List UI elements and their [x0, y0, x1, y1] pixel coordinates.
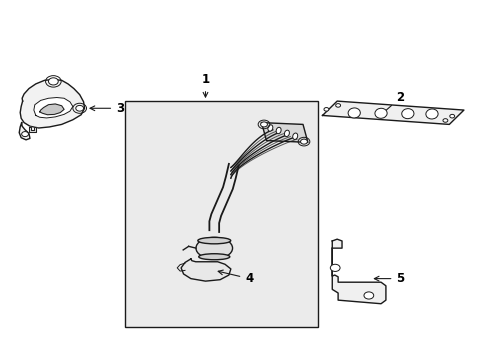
Circle shape — [21, 132, 28, 136]
Circle shape — [449, 114, 454, 118]
Polygon shape — [322, 101, 463, 125]
Ellipse shape — [292, 133, 297, 139]
Polygon shape — [29, 127, 36, 132]
Circle shape — [76, 105, 83, 111]
Text: 2: 2 — [378, 91, 404, 116]
Ellipse shape — [267, 125, 272, 131]
Polygon shape — [261, 123, 307, 142]
Circle shape — [260, 122, 267, 127]
Text: 3: 3 — [90, 102, 124, 115]
Polygon shape — [331, 248, 385, 304]
Ellipse shape — [425, 109, 437, 119]
Circle shape — [330, 264, 339, 271]
Polygon shape — [20, 80, 84, 128]
Ellipse shape — [347, 108, 360, 118]
Polygon shape — [34, 98, 73, 118]
Circle shape — [324, 108, 328, 111]
Circle shape — [442, 119, 447, 122]
Polygon shape — [40, 104, 64, 115]
Polygon shape — [19, 123, 30, 140]
Polygon shape — [181, 259, 230, 281]
Bar — [125, 101, 317, 327]
Circle shape — [335, 104, 340, 107]
Ellipse shape — [284, 130, 289, 136]
Ellipse shape — [374, 108, 386, 118]
Ellipse shape — [196, 237, 232, 259]
Circle shape — [300, 139, 307, 144]
Text: 5: 5 — [373, 272, 404, 285]
Ellipse shape — [401, 109, 413, 119]
Circle shape — [363, 292, 373, 299]
Polygon shape — [331, 239, 341, 248]
Circle shape — [48, 78, 58, 85]
Ellipse shape — [276, 127, 281, 134]
Text: 1: 1 — [201, 73, 209, 97]
Ellipse shape — [198, 254, 229, 260]
Ellipse shape — [198, 237, 230, 244]
Text: 4: 4 — [218, 270, 253, 285]
